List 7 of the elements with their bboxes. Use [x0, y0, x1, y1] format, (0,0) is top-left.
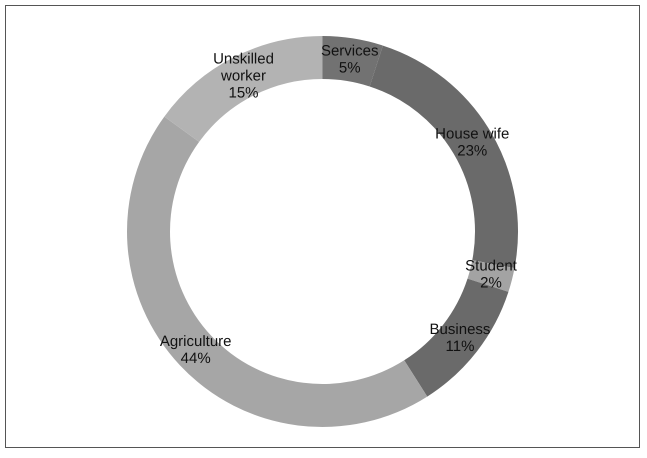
data-label: 5% — [338, 59, 361, 76]
slice-label: Unskilled worker — [213, 50, 274, 85]
data-label: 11% — [446, 338, 474, 355]
data-label: 2% — [480, 274, 502, 292]
data-label: 15% — [228, 84, 259, 102]
data-label: 44% — [180, 350, 211, 368]
data-label: 23% — [457, 142, 488, 160]
